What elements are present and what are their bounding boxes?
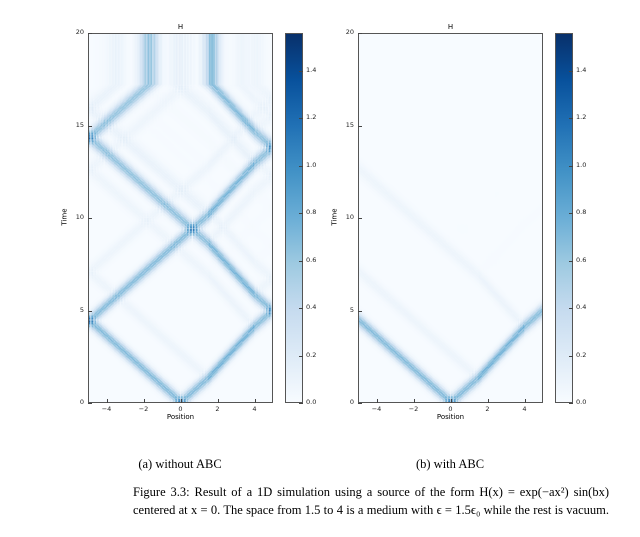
colorbar-tick-label: 0.4 — [576, 303, 587, 312]
y-tick-mark — [358, 310, 362, 312]
y-tick-label: 10 — [75, 213, 84, 221]
x-tick-label: 2 — [215, 405, 220, 413]
colorbar-tick-mark — [569, 355, 573, 357]
colorbar-tick-mark — [569, 403, 573, 404]
x-tick-mark — [180, 399, 182, 403]
x-tick-label: 0 — [448, 405, 453, 413]
heatmap — [359, 34, 542, 402]
y-tick-mark — [358, 218, 362, 219]
y-tick-mark — [88, 310, 92, 312]
y-tick-label: 5 — [79, 305, 84, 314]
colorbar-tick-mark — [569, 165, 573, 167]
y-tick-label: 20 — [345, 28, 354, 36]
x-axis-label: Position — [166, 413, 195, 421]
x-tick-label: 2 — [485, 405, 490, 413]
x-tick-label: −4 — [101, 405, 112, 413]
colorbar-tick-mark — [299, 355, 303, 357]
colorbar-tick-mark — [299, 260, 303, 262]
colorbar — [285, 33, 303, 403]
colorbar-tick-mark — [569, 118, 573, 120]
colorbar-tick-label: 0.6 — [306, 255, 317, 264]
x-tick-mark — [217, 399, 219, 403]
x-tick-label: 4 — [522, 405, 527, 413]
colorbar-tick-mark — [299, 118, 303, 120]
y-tick-label: 15 — [345, 120, 354, 129]
colorbar-tick-mark — [569, 308, 573, 310]
y-tick-mark — [88, 125, 92, 127]
colorbar-tick-label: 0.8 — [576, 208, 587, 217]
colorbar-tick-label: 0.6 — [576, 255, 587, 264]
colorbar-tick-label: 1.0 — [306, 160, 317, 169]
x-tick-label: −4 — [371, 405, 382, 413]
y-tick-label: 5 — [349, 305, 354, 314]
plot-title: H — [447, 23, 454, 31]
figure-caption-line-1: Figure 3.3: Result of a 1D simulation us… — [133, 485, 609, 499]
y-tick-mark — [358, 403, 362, 404]
y-tick-mark — [358, 125, 362, 127]
colorbar-tick-label: 0.8 — [306, 208, 317, 217]
plot-title: H — [177, 23, 184, 31]
colorbar — [555, 33, 573, 403]
heatmap — [89, 34, 272, 402]
colorbar-tick-mark — [299, 308, 303, 310]
heatmap-axes — [358, 33, 543, 403]
colorbar-tick-label: 1.2 — [306, 113, 317, 122]
x-tick-mark — [376, 399, 378, 403]
y-tick-label: 20 — [75, 28, 84, 36]
colorbar-tick-label: 0.2 — [576, 350, 587, 359]
panel-without-abc: H Position Time (a) without ABC −4 −2 0 2 4 0… — [0, 0, 320, 471]
colorbar-tick-mark — [299, 213, 303, 215]
subcaption: (b) with ABC — [415, 457, 485, 471]
x-axis-label: Position — [436, 413, 465, 421]
colorbar-tick-label: 1.4 — [306, 65, 317, 74]
colorbar-tick-label: 1.4 — [576, 65, 587, 74]
colorbar-tick-label: 0.0 — [576, 398, 587, 406]
x-tick-label: 4 — [252, 405, 257, 413]
x-tick-mark — [254, 399, 256, 403]
y-tick-label: 0 — [349, 398, 354, 406]
heatmap-axes — [88, 33, 273, 403]
colorbar-tick-label: 0.4 — [306, 303, 317, 312]
colorbar-tick-label: 0.2 — [306, 350, 317, 359]
panel-with-abc: H Position Time (b) with ABC −4 −2 0 2 4 0 5 10… — [270, 0, 590, 471]
x-tick-label: 0 — [178, 405, 183, 413]
x-tick-mark — [450, 399, 452, 403]
colorbar-tick-label: 0.0 — [306, 398, 317, 406]
colorbar-tick-mark — [569, 260, 573, 262]
y-tick-label: 0 — [79, 398, 84, 406]
colorbar-tick-mark — [299, 165, 303, 167]
x-tick-mark — [143, 399, 145, 403]
colorbar-tick-label: 1.0 — [576, 160, 587, 169]
y-tick-label: 10 — [345, 213, 354, 221]
x-tick-label: −2 — [138, 405, 149, 413]
y-tick-mark — [88, 403, 92, 404]
y-tick-mark — [358, 33, 362, 34]
colorbar-tick-mark — [569, 213, 573, 215]
colorbar-tick-mark — [299, 70, 303, 72]
subcaption: (a) without ABC — [138, 457, 222, 471]
colorbar-tick-label: 1.2 — [576, 113, 587, 122]
colorbar-tick-mark — [569, 70, 573, 72]
x-tick-mark — [524, 399, 526, 403]
x-tick-mark — [487, 399, 489, 403]
x-tick-mark — [413, 399, 415, 403]
y-tick-mark — [88, 33, 92, 34]
y-tick-label: 15 — [75, 120, 84, 129]
x-tick-label: −2 — [408, 405, 419, 413]
x-tick-mark — [106, 399, 108, 403]
y-tick-mark — [88, 218, 92, 219]
figure-caption-line-2: centered at x = 0. The space from 1.5 to… — [133, 503, 609, 517]
colorbar-tick-mark — [299, 403, 303, 404]
